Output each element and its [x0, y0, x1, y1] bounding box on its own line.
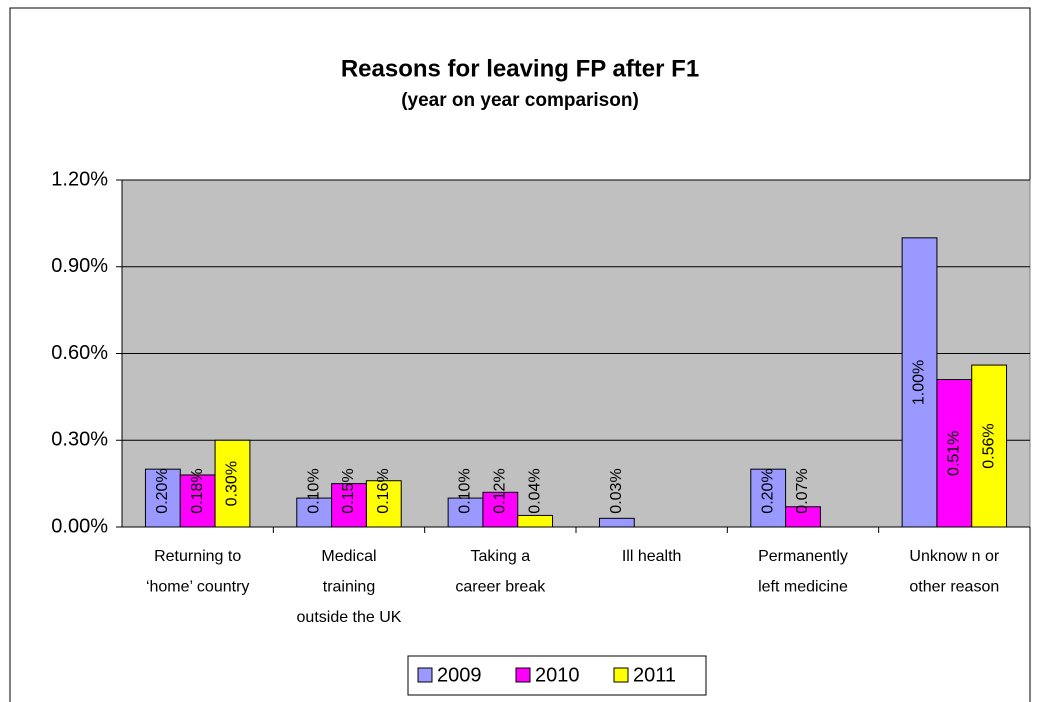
value-label: 0.16%: [375, 468, 392, 513]
x-tick-label: Ill health: [622, 548, 682, 565]
value-label: 0.15%: [340, 468, 357, 513]
legend-swatch: [613, 667, 629, 683]
y-tick-label: 0.00%: [51, 515, 108, 537]
value-label: 0.18%: [189, 468, 206, 513]
bar: [598, 517, 635, 528]
bar: [517, 514, 554, 528]
bar: [785, 506, 821, 528]
legend-label: 2009: [437, 664, 482, 686]
x-tick-label: ‘home’ country: [146, 579, 249, 596]
bar: [447, 497, 484, 528]
x-tick-label: career break: [455, 579, 546, 596]
value-label: 0.12%: [492, 468, 509, 513]
value-label: 0.56%: [980, 423, 997, 468]
bar: [365, 480, 402, 528]
chart-subtitle: (year on year comparison): [401, 90, 639, 111]
value-label: 0.51%: [946, 431, 963, 476]
value-label: 0.20%: [154, 468, 171, 513]
bar: [901, 237, 938, 528]
x-tick-label: left medicine: [758, 579, 848, 596]
value-label: 0.07%: [794, 468, 811, 513]
value-label: 0.03%: [608, 468, 625, 513]
value-label: 0.10%: [305, 468, 322, 513]
bar: [936, 379, 973, 528]
x-tick-label: outside the UK: [297, 609, 402, 626]
y-tick-label: 1.20%: [51, 168, 108, 190]
y-tick-label: 0.60%: [51, 342, 108, 364]
bar: [482, 491, 519, 528]
x-tick-label: Returning to: [154, 548, 241, 565]
value-label: 0.30%: [224, 461, 241, 506]
legend-swatch: [515, 667, 531, 683]
bar: [750, 468, 787, 528]
x-tick-label: Medical: [321, 548, 376, 565]
bar: [214, 439, 251, 528]
x-tick-label: Taking a: [471, 548, 531, 565]
value-label: 0.20%: [759, 468, 776, 513]
x-tick-label: Permanently: [758, 548, 848, 565]
x-tick-label: other reason: [909, 579, 999, 596]
y-tick-label: 0.90%: [51, 255, 108, 277]
value-label: 0.10%: [457, 468, 474, 513]
legend-label: 2010: [535, 664, 580, 686]
y-tick-label: 0.30%: [51, 429, 108, 451]
value-label: 1.00%: [911, 360, 928, 405]
bar: [971, 364, 1008, 528]
chart-title: Reasons for leaving FP after F1: [341, 55, 699, 82]
bar: [144, 468, 181, 528]
x-tick-label: Unknow n or: [909, 548, 999, 565]
x-tick-label: training: [323, 579, 375, 596]
legend-box: [407, 655, 707, 696]
value-label: 0.04%: [526, 468, 543, 513]
bar: [296, 497, 333, 528]
legend-swatch: [417, 667, 433, 683]
legend-label: 2011: [633, 664, 676, 686]
